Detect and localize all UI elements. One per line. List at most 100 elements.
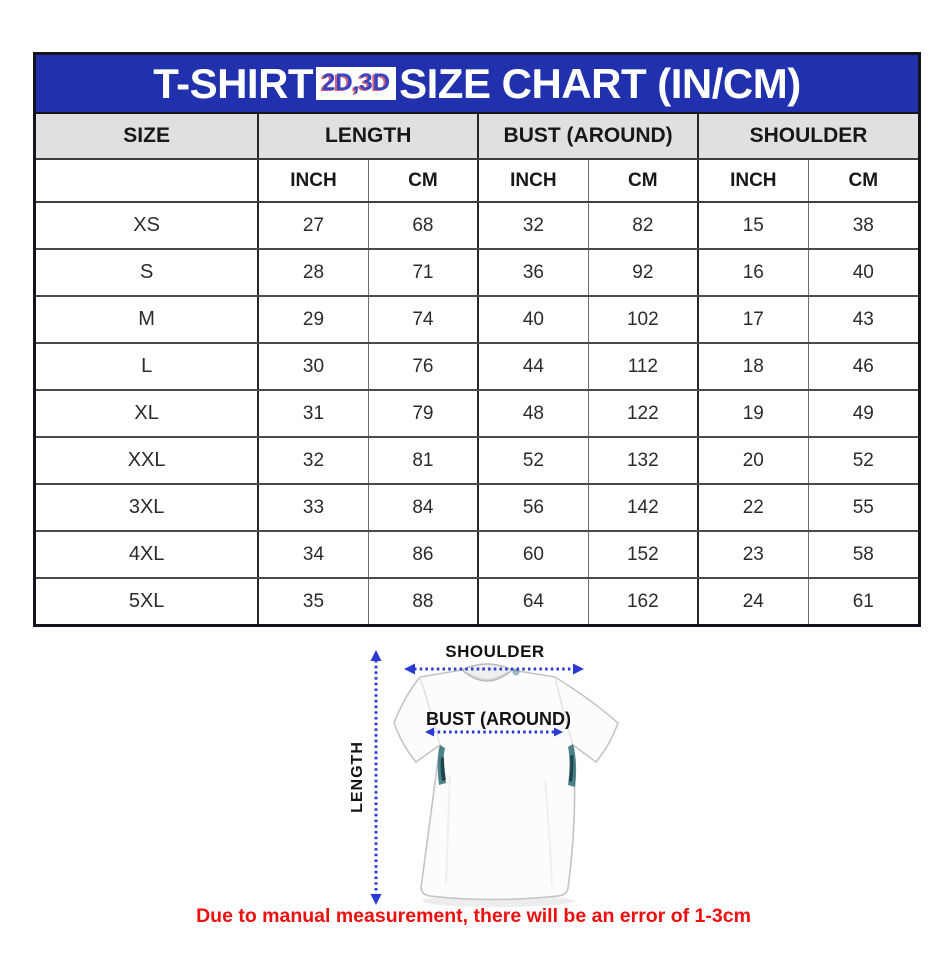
page-title-right: SIZE CHART (IN/CM) (399, 59, 801, 107)
table-row-m: M 29 74 40 102 17 43 (36, 296, 918, 344)
value-cell: 82 (588, 202, 700, 250)
value-cell: 40 (478, 296, 589, 344)
table-row-xl: XL 31 79 48 122 19 49 (36, 390, 918, 438)
bust-label: BUST (AROUND) (426, 709, 571, 729)
value-cell: 58 (808, 531, 918, 579)
unit-header-bust-inch: INCH (478, 159, 589, 203)
value-cell: 32 (478, 202, 589, 250)
value-cell: 64 (478, 578, 589, 624)
value-cell: 81 (368, 437, 480, 485)
value-cell: 74 (368, 296, 480, 344)
page-title-left: T-SHIRT (153, 59, 314, 107)
value-cell: 16 (698, 249, 809, 297)
value-cell: 36 (478, 249, 589, 297)
bust-arrow (425, 727, 563, 737)
tshirt-graphic (370, 650, 619, 907)
unit-header-bust-cm: CM (588, 159, 700, 203)
value-cell: 31 (258, 390, 369, 438)
value-cell: 52 (478, 437, 589, 485)
value-cell: 56 (478, 484, 589, 532)
value-cell: 32 (258, 437, 369, 485)
table-row-4xl: 4XL 34 86 60 152 23 58 (36, 531, 918, 579)
value-cell: 33 (258, 484, 369, 532)
value-cell: 38 (808, 202, 918, 250)
table-row-l: L 30 76 44 112 18 46 (36, 343, 918, 391)
table-row-xxl: XXL 32 81 52 132 20 52 (36, 437, 918, 485)
value-cell: 44 (478, 343, 589, 391)
unit-header-length-cm: CM (368, 159, 480, 203)
size-cell: XL (36, 390, 260, 438)
value-cell: 34 (258, 531, 369, 579)
value-cell: 23 (698, 531, 809, 579)
value-cell: 152 (588, 531, 700, 579)
shoulder-arrow (404, 663, 584, 675)
value-cell: 55 (808, 484, 918, 532)
value-cell: 71 (368, 249, 480, 297)
size-chart-table: SIZE LENGTH BUST (AROUND) SHOULDER INCH … (36, 114, 918, 624)
value-cell: 79 (368, 390, 480, 438)
value-cell: 22 (698, 484, 809, 532)
value-cell: 35 (258, 578, 369, 624)
header-length: LENGTH (258, 114, 480, 160)
size-cell: M (36, 296, 260, 344)
value-cell: 112 (588, 343, 700, 391)
value-cell: 19 (698, 390, 809, 438)
value-cell: 49 (808, 390, 918, 438)
value-cell: 132 (588, 437, 700, 485)
shoulder-label: SHOULDER (445, 642, 545, 661)
value-cell: 60 (478, 531, 589, 579)
value-cell: 28 (258, 249, 369, 297)
size-cell: 4XL (36, 531, 260, 579)
table-row-3xl: 3XL 33 84 56 142 22 55 (36, 484, 918, 532)
value-cell: 30 (258, 343, 369, 391)
size-cell: L (36, 343, 260, 391)
tshirt-illustration (393, 663, 619, 901)
value-cell: 76 (368, 343, 480, 391)
value-cell: 20 (698, 437, 809, 485)
value-cell: 17 (698, 296, 809, 344)
unit-header-shoulder-inch: INCH (698, 159, 809, 203)
title-badge-2d3d: 2D,3D (316, 67, 397, 100)
size-cell: XS (36, 202, 260, 250)
value-cell: 48 (478, 390, 589, 438)
value-cell: 27 (258, 202, 369, 250)
value-cell: 29 (258, 296, 369, 344)
length-arrow (370, 650, 382, 905)
value-cell: 15 (698, 202, 809, 250)
header-size: SIZE (36, 114, 260, 160)
size-cell: S (36, 249, 260, 297)
measurement-note: Due to manual measurement, there will be… (196, 905, 751, 927)
unit-header-length-inch: INCH (258, 159, 369, 203)
table-row-s: S 28 71 36 92 16 40 (36, 249, 918, 297)
size-cell: 5XL (36, 578, 260, 624)
value-cell: 46 (808, 343, 918, 391)
tshirt-measurement-diagram: SHOULDER BUST (AROUND) LENGTH (340, 642, 640, 915)
value-cell: 86 (368, 531, 480, 579)
value-cell: 68 (368, 202, 480, 250)
unit-header-row: INCH CM INCH CM INCH CM (36, 159, 918, 203)
value-cell: 84 (368, 484, 480, 532)
value-cell: 18 (698, 343, 809, 391)
value-cell: 122 (588, 390, 700, 438)
value-cell: 24 (698, 578, 809, 624)
value-cell: 142 (588, 484, 700, 532)
value-cell: 61 (808, 578, 918, 624)
value-cell: 102 (588, 296, 700, 344)
group-header-row: SIZE LENGTH BUST (AROUND) SHOULDER (36, 114, 918, 160)
header-shoulder: SHOULDER (698, 114, 918, 160)
table-row-5xl: 5XL 35 88 64 162 24 61 (36, 578, 918, 624)
value-cell: 43 (808, 296, 918, 344)
unit-header-shoulder-cm: CM (808, 159, 918, 203)
value-cell: 52 (808, 437, 918, 485)
title-banner: T-SHIRT 2D,3D SIZE CHART (IN/CM) (36, 55, 918, 114)
header-bust: BUST (AROUND) (478, 114, 700, 160)
value-cell: 162 (588, 578, 700, 624)
length-label: LENGTH (349, 741, 366, 813)
value-cell: 40 (808, 249, 918, 297)
size-chart-sheet: T-SHIRT 2D,3D SIZE CHART (IN/CM) SIZE LE… (33, 52, 921, 627)
size-cell: XXL (36, 437, 260, 485)
unit-header-blank (36, 159, 260, 203)
value-cell: 92 (588, 249, 700, 297)
value-cell: 88 (368, 578, 480, 624)
table-row-xs: XS 27 68 32 82 15 38 (36, 202, 918, 250)
